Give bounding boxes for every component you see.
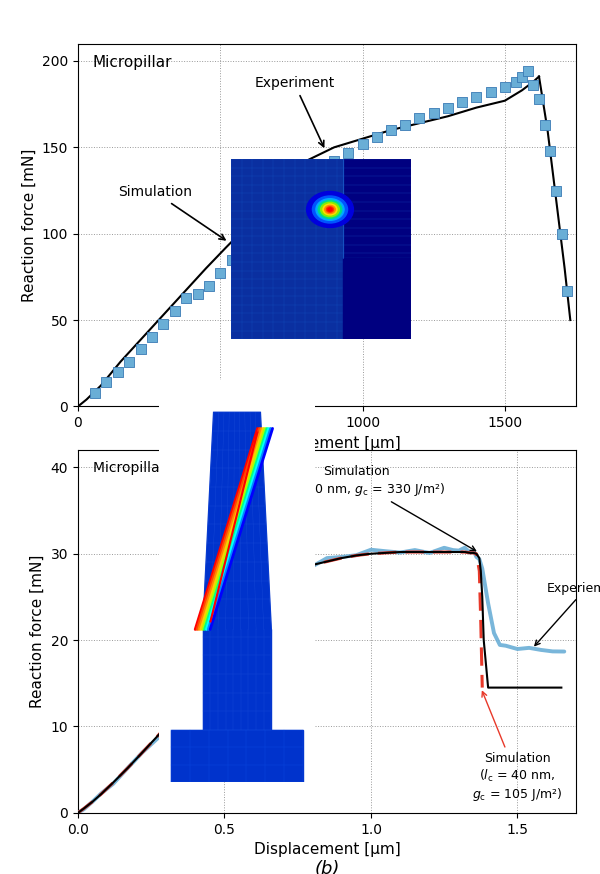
Point xyxy=(287,178,296,192)
Ellipse shape xyxy=(307,191,353,227)
Point xyxy=(545,144,555,158)
Point xyxy=(147,330,157,344)
Point xyxy=(415,111,424,125)
Point xyxy=(113,364,122,378)
Point xyxy=(238,235,248,249)
Polygon shape xyxy=(203,413,271,629)
Point xyxy=(90,385,100,399)
Text: Experiment: Experiment xyxy=(254,76,334,147)
Ellipse shape xyxy=(323,205,337,215)
Text: (b): (b) xyxy=(314,861,340,874)
Point xyxy=(457,95,467,109)
Point xyxy=(386,123,396,137)
Point xyxy=(250,210,259,224)
Point xyxy=(170,304,179,318)
Point xyxy=(101,375,111,389)
Point xyxy=(227,253,236,267)
Ellipse shape xyxy=(313,196,347,223)
Y-axis label: Reaction force [mN]: Reaction force [mN] xyxy=(30,555,45,708)
Point xyxy=(372,130,382,144)
Point xyxy=(344,145,353,159)
X-axis label: Displacement [μm]: Displacement [μm] xyxy=(254,435,400,451)
Y-axis label: Reaction force [mN]: Reaction force [mN] xyxy=(22,149,37,302)
Point xyxy=(563,284,572,298)
Point xyxy=(136,343,145,357)
Point xyxy=(486,85,496,99)
Point xyxy=(358,137,367,151)
X-axis label: Displacement [μm]: Displacement [μm] xyxy=(254,842,400,857)
Point xyxy=(511,74,521,88)
Point xyxy=(204,279,214,293)
Ellipse shape xyxy=(328,208,332,212)
Bar xyxy=(203,629,271,730)
Ellipse shape xyxy=(326,207,334,212)
Point xyxy=(540,118,550,132)
Point xyxy=(443,101,453,114)
Point xyxy=(272,192,282,206)
Point xyxy=(301,170,310,184)
Text: Micropillar with a slit: Micropillar with a slit xyxy=(93,461,237,475)
Point xyxy=(261,199,271,213)
Point xyxy=(517,70,527,84)
Point xyxy=(534,92,544,106)
Text: Micropillar: Micropillar xyxy=(93,54,172,70)
Ellipse shape xyxy=(319,200,342,218)
Text: damage: damage xyxy=(298,196,383,238)
Point xyxy=(429,106,439,120)
Bar xyxy=(172,730,302,782)
Point xyxy=(329,154,339,168)
Ellipse shape xyxy=(320,202,340,217)
Text: Simulation
($l_{\mathrm{c}}$ = 40 nm,
$g_{\mathrm{c}}$ = 105 J/m²): Simulation ($l_{\mathrm{c}}$ = 40 nm, $g… xyxy=(472,691,563,803)
Text: Simulation
($l_{\mathrm{c}}$ = 400 nm, $g_{\mathrm{c}}$ = 330 J/m²): Simulation ($l_{\mathrm{c}}$ = 400 nm, $… xyxy=(267,465,476,551)
Bar xyxy=(231,258,411,339)
Point xyxy=(193,288,202,302)
Point xyxy=(500,80,509,94)
Point xyxy=(124,355,134,369)
Bar xyxy=(231,159,343,258)
Point xyxy=(529,78,538,92)
Point xyxy=(523,65,532,79)
Ellipse shape xyxy=(316,198,344,220)
Text: Experiemnts: Experiemnts xyxy=(535,582,600,646)
Point xyxy=(551,184,561,198)
Point xyxy=(315,164,325,178)
Text: Simulation: Simulation xyxy=(118,185,225,239)
Point xyxy=(557,226,566,240)
Text: (a): (a) xyxy=(314,454,340,472)
Bar xyxy=(343,258,411,339)
Point xyxy=(158,316,168,330)
Point xyxy=(215,267,225,281)
Point xyxy=(472,90,481,104)
Point xyxy=(400,118,410,132)
Ellipse shape xyxy=(325,205,335,213)
Point xyxy=(181,290,191,305)
